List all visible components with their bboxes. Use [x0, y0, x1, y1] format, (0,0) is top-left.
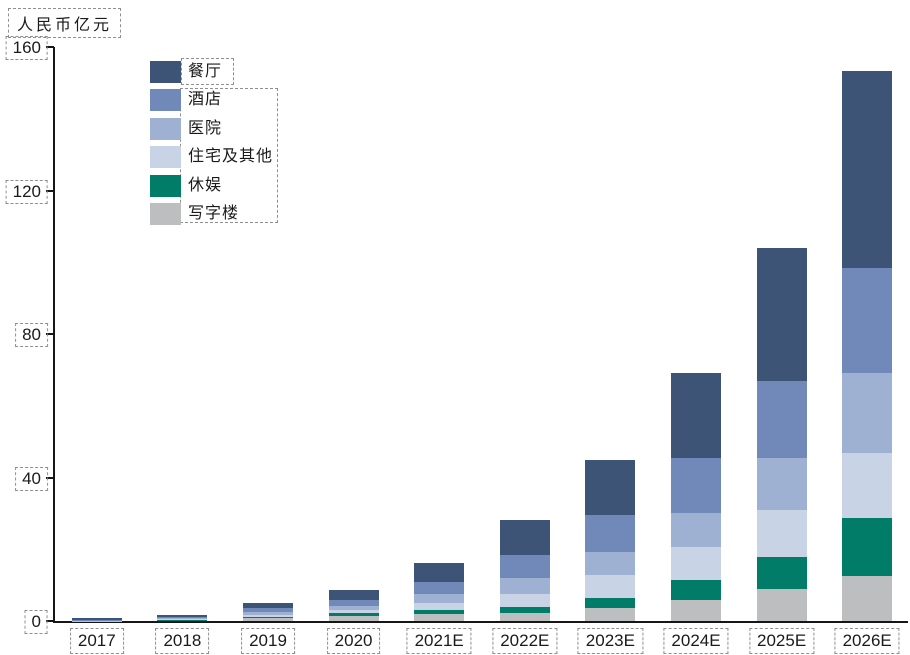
x-tick-label: 2025E: [749, 628, 815, 654]
x-axis-line: [53, 621, 908, 623]
legend-swatch-住宅及其他: [150, 146, 181, 169]
bar-segment-酒店-2019: [243, 608, 293, 613]
x-tick-label: 2024E: [663, 628, 729, 654]
bar-segment-住宅及其他-2022E: [499, 593, 550, 607]
x-tick-label: 2022E: [492, 628, 558, 654]
legend-swatch-医院: [150, 117, 181, 140]
bar-segment-餐厅-2023E: [585, 459, 636, 516]
bar-segment-写字楼-2022E: [499, 613, 550, 621]
x-tick-label: 2023E: [577, 628, 643, 654]
y-tick-mark: [46, 476, 54, 479]
y-axis-line: [53, 47, 55, 623]
legend-first-item-box: [181, 58, 234, 85]
bar-segment-餐厅-2019: [243, 603, 293, 609]
bar-segment-写字楼-2025E: [756, 589, 807, 621]
x-tick-label: 2026E: [834, 628, 900, 654]
y-tick-mark: [46, 620, 54, 622]
bar-segment-酒店-2026E: [842, 267, 893, 373]
legend-label-写字楼: 写字楼: [188, 205, 240, 222]
y-tick-label: 0: [24, 610, 48, 634]
bar-segment-写字楼-2020: [328, 615, 379, 621]
bar-segment-餐厅-2020: [328, 590, 379, 601]
bar-segment-医院-2022E: [499, 578, 550, 594]
bar-segment-住宅及其他-2023E: [585, 575, 636, 599]
bar-segment-酒店-2023E: [585, 515, 636, 553]
bar-segment-休娱-2024E: [671, 580, 721, 601]
bar-segment-医院-2021E: [414, 594, 465, 603]
x-tick-label: 2017: [69, 628, 124, 654]
bar-segment-休娱-2025E: [756, 556, 807, 590]
x-tick-label: 2021E: [406, 628, 472, 654]
bar-segment-住宅及其他-2019: [243, 615, 293, 618]
bar-segment-写字楼-2018: [157, 620, 208, 621]
bar-segment-酒店-2024E: [671, 457, 721, 514]
bar-segment-医院-2024E: [671, 513, 721, 548]
bar-segment-医院-2023E: [585, 552, 636, 576]
bar-segment-住宅及其他-2024E: [671, 547, 721, 581]
legend-swatch-休娱: [150, 174, 181, 197]
bar-segment-医院-2018: [157, 618, 208, 620]
bar-segment-餐厅-2025E: [756, 248, 807, 381]
y-tick-label: 160: [5, 36, 48, 60]
bar-segment-写字楼-2026E: [842, 576, 893, 621]
y-tick-mark: [46, 46, 54, 48]
bar-segment-休娱-2020: [328, 613, 379, 616]
bar-segment-写字楼-2021E: [414, 614, 465, 621]
x-tick-label: 2020: [326, 628, 381, 654]
y-tick-mark: [46, 333, 54, 335]
x-tick-label: 2018: [155, 628, 210, 654]
y-axis-title: 人民币亿元: [8, 8, 122, 38]
bar-segment-医院-2026E: [842, 372, 893, 453]
bar-segment-餐厅-2022E: [499, 519, 550, 556]
bar-segment-休娱-2023E: [585, 598, 636, 609]
bar-segment-住宅及其他-2018: [157, 619, 208, 620]
bar-segment-酒店-2022E: [499, 555, 550, 579]
bar-segment-医院-2025E: [756, 457, 807, 511]
bar-segment-写字楼-2019: [243, 618, 293, 621]
x-tick-label: 2019: [241, 628, 295, 654]
bar-segment-写字楼-2024E: [671, 600, 721, 621]
bar-segment-酒店-2020: [328, 600, 379, 606]
bar-segment-医院-2020: [328, 605, 379, 610]
bar-segment-酒店-2018: [157, 617, 208, 619]
bar-segment-住宅及其他-2025E: [756, 510, 807, 557]
legend-label-餐厅: 餐厅: [188, 63, 223, 80]
bar-segment-住宅及其他-2026E: [842, 452, 893, 519]
legend-label-住宅及其他: 住宅及其他: [188, 148, 274, 166]
legend-swatch-餐厅: [150, 61, 181, 83]
bar-segment-餐厅-2021E: [414, 562, 465, 582]
bar-segment-休娱-2021E: [414, 610, 465, 615]
bar-segment-休娱-2026E: [842, 518, 893, 577]
bar-segment-医院-2019: [243, 612, 293, 616]
legend-label-酒店: 酒店: [188, 91, 223, 109]
bar-segment-住宅及其他-2021E: [414, 602, 465, 611]
bar-segment-住宅及其他-2020: [328, 609, 379, 614]
legend-swatch-写字楼: [150, 203, 181, 225]
y-tick-label: 40: [15, 466, 48, 491]
legend-label-休娱: 休娱: [188, 176, 223, 194]
bar-segment-写字楼-2023E: [585, 608, 636, 621]
bar-segment-餐厅-2024E: [671, 373, 721, 458]
y-tick-label: 80: [15, 323, 48, 347]
y-tick-label: 120: [5, 179, 48, 204]
bar-segment-休娱-2022E: [499, 606, 550, 614]
bar-segment-休娱-2019: [243, 617, 293, 619]
bar-segment-酒店-2021E: [414, 581, 465, 595]
bar-segment-餐厅-2018: [157, 614, 208, 618]
legend-label-医院: 医院: [188, 119, 223, 137]
bar-segment-餐厅-2026E: [842, 71, 893, 268]
bar-segment-餐厅-2017: [71, 618, 122, 620]
bar-segment-酒店-2025E: [756, 380, 807, 458]
y-tick-mark: [46, 189, 54, 192]
legend-swatch-酒店: [150, 89, 181, 112]
